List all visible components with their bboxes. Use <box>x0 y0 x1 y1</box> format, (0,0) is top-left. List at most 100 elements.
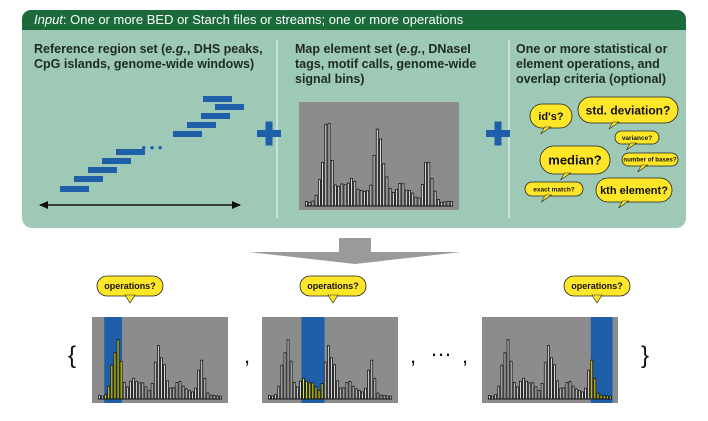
signal-bin <box>317 179 321 207</box>
signal-bin <box>602 394 606 400</box>
signal-bin <box>311 200 315 207</box>
signal-bin <box>494 394 498 400</box>
signal-bin <box>132 377 135 400</box>
signal-bin <box>354 388 358 400</box>
signal-bin <box>147 390 151 400</box>
signal-bin <box>203 377 207 400</box>
signal-bin <box>160 357 163 400</box>
reference-caption: Reference region set (e.g., DHS peaks, C… <box>34 42 263 72</box>
signal-bin <box>343 184 347 207</box>
result-set: operations? operations? operations? <box>92 275 631 403</box>
signal-bin <box>437 199 440 207</box>
signal-bin <box>337 185 341 207</box>
result-close-brace: } <box>641 342 649 369</box>
signal-bin <box>305 380 309 400</box>
plus-icon <box>486 121 510 146</box>
signal-bin <box>116 339 120 400</box>
input-description: : One or more BED or Starch files or str… <box>62 12 464 27</box>
signal-bin <box>553 364 556 400</box>
operation-bubble-label: id's? <box>538 111 564 123</box>
input-label: Input <box>34 12 63 27</box>
signal-bin <box>440 201 444 207</box>
signal-bin <box>200 359 204 400</box>
signal-bin <box>596 392 600 400</box>
signal-bin <box>212 394 216 400</box>
signal-bin <box>346 182 350 207</box>
signal-bin <box>395 188 399 207</box>
signal-bin <box>370 359 374 400</box>
signal-bin <box>559 387 563 400</box>
signal-bin <box>172 387 176 400</box>
region-segment <box>187 122 216 128</box>
signal-bin <box>175 381 179 400</box>
region-segment <box>203 96 232 102</box>
signal-bin <box>311 382 315 400</box>
signal-bin <box>568 381 572 400</box>
region-segment <box>173 131 202 137</box>
signal-bin <box>163 364 166 400</box>
signal-bin <box>289 360 293 400</box>
signal-bin <box>367 369 371 400</box>
signal-bin <box>295 386 299 400</box>
operation-bubble-label: exact match? <box>533 186 575 193</box>
signal-bin <box>98 395 101 400</box>
operation-bubble: variance? <box>614 130 660 151</box>
signal-bin <box>361 391 364 400</box>
signal-bin <box>497 385 501 400</box>
signal-bin <box>427 161 431 207</box>
signal-bin <box>342 387 346 400</box>
signal-bin <box>274 394 278 400</box>
signal-bin <box>156 345 160 400</box>
signal-bin <box>525 380 529 400</box>
signal-bin <box>150 383 154 400</box>
signal-bin <box>516 386 519 400</box>
signal-bin <box>350 178 353 207</box>
input-header-bar <box>22 10 686 30</box>
signal-bin <box>587 369 591 400</box>
signal-bin <box>197 369 200 400</box>
signal-bin <box>417 197 421 207</box>
ops-caption-line1: One or more statistical or <box>516 42 668 56</box>
operation-bubble: exact match? <box>524 181 584 203</box>
signal-bin <box>590 359 594 400</box>
signal-bin <box>144 386 148 400</box>
signal-bin <box>540 383 544 400</box>
signal-bin <box>333 364 336 400</box>
operation-bubbles: id's? std. deviation? variance? median? numb… <box>524 96 679 209</box>
result-window-panel: operations? <box>482 275 631 403</box>
signal-bin <box>366 190 370 207</box>
signal-bin <box>308 382 312 400</box>
signal-bin <box>401 183 405 207</box>
signal-bin <box>336 380 340 400</box>
region-segment <box>102 158 131 164</box>
signal-bin <box>376 392 380 400</box>
signal-bin <box>379 138 382 207</box>
signal-bin <box>138 382 142 400</box>
signal-bin <box>292 381 296 400</box>
signal-bin <box>369 184 373 207</box>
operations-label: operations? <box>104 281 156 291</box>
operation-bubble: id's? <box>529 103 573 135</box>
signal-bin <box>414 196 418 207</box>
signal-bin <box>531 382 535 400</box>
result-comma: , <box>462 343 468 368</box>
ops-caption: One or more statistical or element opera… <box>516 42 667 87</box>
signal-bin <box>382 394 386 400</box>
signal-bin <box>327 122 331 207</box>
bubble-tail <box>591 294 603 304</box>
map-element-histogram <box>299 102 459 210</box>
signal-bin <box>323 361 327 400</box>
signal-bin <box>550 357 553 400</box>
signal-bin <box>500 364 504 400</box>
signal-bin <box>283 352 287 400</box>
region-segment <box>116 149 145 155</box>
signal-bin <box>107 385 111 400</box>
signal-bin <box>593 377 597 400</box>
signal-bin <box>388 188 392 207</box>
signal-bin <box>364 387 367 400</box>
signal-bin <box>356 188 360 207</box>
signal-bin <box>534 386 538 400</box>
signal-bin <box>339 387 343 400</box>
region-segment <box>74 176 103 182</box>
